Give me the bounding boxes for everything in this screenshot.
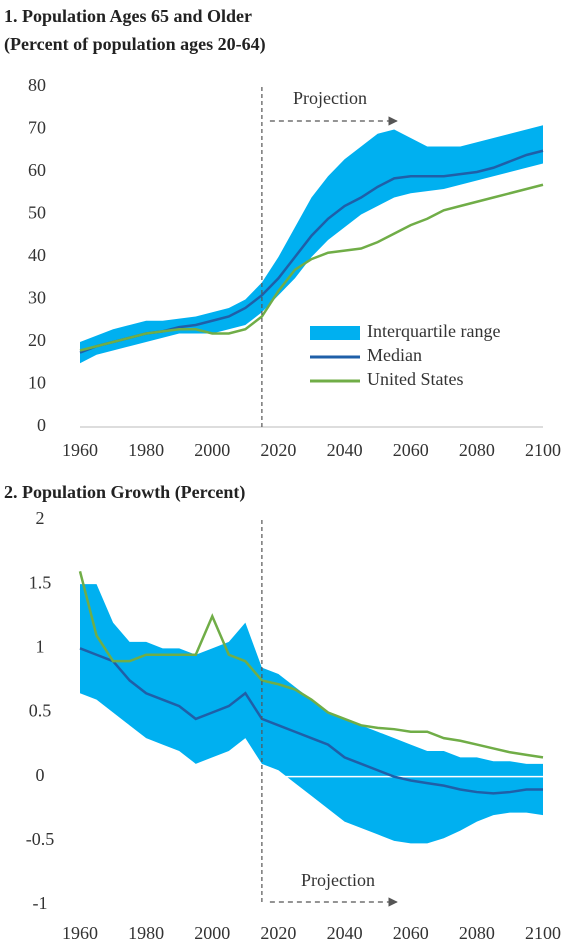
x-tick-label: 1960 [62,440,98,460]
y-tick-label: 0.5 [29,701,52,721]
y-tick-label: 20 [28,330,46,350]
y-tick-label: 80 [28,75,46,95]
annotation: Projection [293,88,367,108]
y-tick-label: -1 [33,893,48,913]
x-tick-label: 2060 [393,923,429,943]
series-line [78,571,544,759]
x-tick-label: 2100 [525,440,561,460]
y-tick-label: 50 [28,203,46,223]
chart-subtitle: (Percent of population ages 20-64) [4,34,266,55]
x-tick-label: 1960 [62,923,98,943]
y-tick-label: 1.5 [29,572,52,592]
y-tick-label: 2 [36,508,45,528]
chart-title: 2. Population Growth (Percent) [4,482,245,503]
x-tick-label: 2080 [459,440,495,460]
y-tick-label: 40 [28,245,46,265]
y-tick-label: 0 [36,765,45,785]
legend-label: Interquartile range [367,321,500,341]
series-line [79,647,543,795]
iqr-band [80,584,543,844]
legend-swatch [310,326,360,340]
x-tick-label: 2020 [260,923,296,943]
y-tick-label: 10 [28,373,46,393]
y-tick-label: 0 [37,415,46,435]
x-tick-label: 2040 [327,923,363,943]
x-tick-label: 2080 [459,923,495,943]
legend-label: United States [367,369,464,389]
x-tick-label: 1980 [128,440,164,460]
y-tick-label: 1 [36,636,45,656]
x-tick-label: 2000 [194,923,230,943]
iqr-band [80,125,543,364]
x-tick-label: 2040 [327,440,363,460]
x-tick-label: 2000 [194,440,230,460]
x-tick-label: 2060 [393,440,429,460]
y-tick-label: -0.5 [26,829,55,849]
chart-title: 1. Population Ages 65 and Older [4,6,252,26]
series-line [79,183,544,352]
x-tick-label: 2020 [260,440,296,460]
legend-label: Median [367,345,422,365]
y-tick-label: 70 [28,118,46,138]
y-tick-label: 60 [28,160,46,180]
x-tick-label: 1980 [128,923,164,943]
annotation: Projection [301,870,375,890]
y-tick-label: 30 [28,288,46,308]
x-tick-label: 2100 [525,923,561,943]
